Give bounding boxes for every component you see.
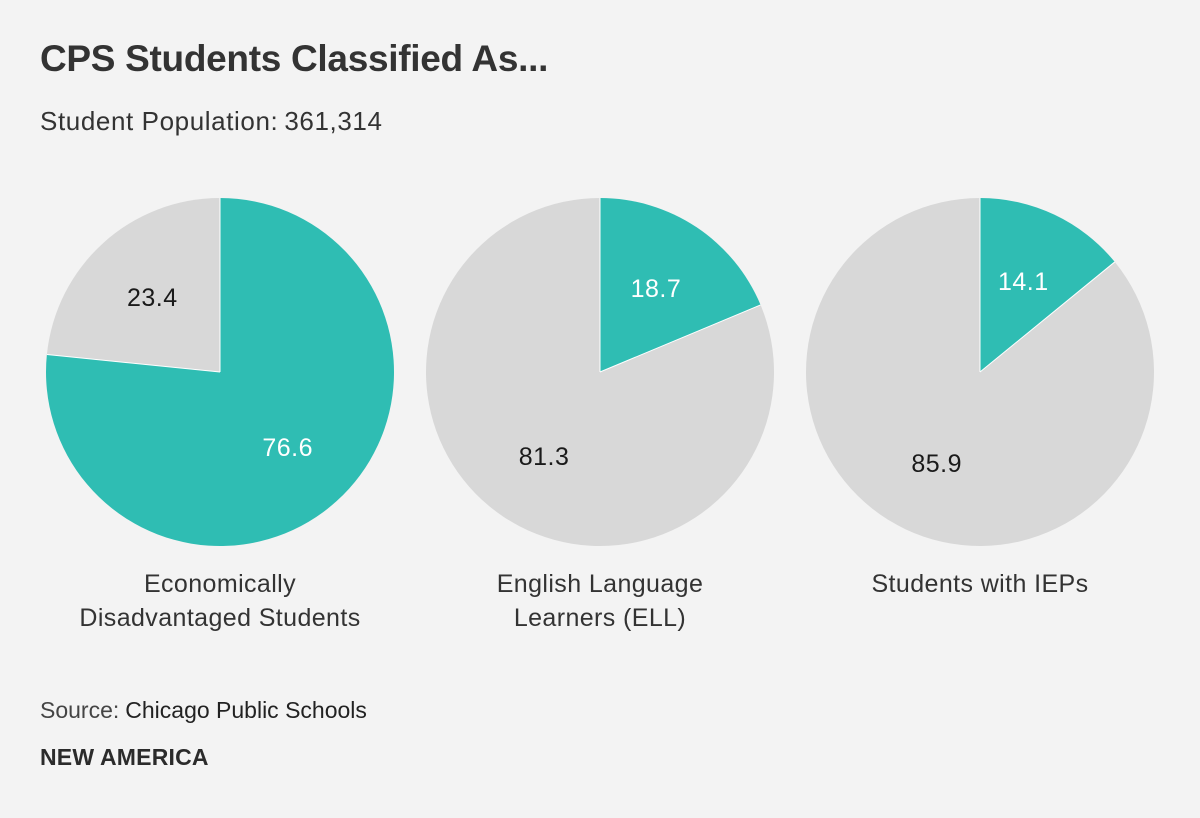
pie-slice-highlight (980, 198, 1115, 372)
pie-slice-divider (46, 354, 221, 373)
pie-label-highlight: 76.6 (262, 434, 313, 462)
caption-line: Learners (ELL) (513, 604, 687, 632)
caption-line: English Language (496, 570, 704, 598)
student-population-value: 361,314 (284, 106, 383, 136)
pie-label-remainder: 85.9 (911, 450, 962, 478)
pie-caption-students-with-ieps: Students with IEPs (800, 567, 1160, 601)
source-note: Source: Chicago Public Schools (40, 697, 367, 724)
pie-slice-divider (979, 261, 1116, 373)
chart-subtitle: Student Population: 361,314 (40, 106, 383, 137)
pie-slice-divider (599, 304, 761, 373)
pie-students-with-ieps: 14.1 85.9 (805, 198, 1154, 546)
chart-title: CPS Students Classified As... (40, 38, 549, 79)
pie-slice-remainder (46, 198, 220, 372)
source-value: Chicago Public Schools (125, 697, 367, 723)
brand-logo-text: NEW AMERICA (40, 744, 209, 770)
pie-slice-highlight (600, 198, 761, 372)
pie-label-remainder: 23.4 (127, 284, 178, 312)
pie-label-remainder: 81.3 (519, 443, 570, 471)
pie-caption-english-language-learners: English Language Learners (ELL) (420, 567, 780, 635)
pie-economically-disadvantaged: 76.6 23.4 (46, 198, 395, 546)
caption-line: Disadvantaged Students (79, 604, 361, 632)
caption-line: Students with IEPs (871, 570, 1089, 598)
pie-label-highlight: 14.1 (998, 268, 1049, 296)
caption-line: Economically (143, 570, 297, 598)
subtitle-label: Student Population: (40, 106, 279, 136)
pie-caption-economically-disadvantaged: Economically Disadvantaged Students (40, 567, 400, 635)
source-label: Source: (40, 697, 120, 723)
pie-label-highlight: 18.7 (631, 275, 682, 303)
pie-english-language-learners: 18.7 81.3 (426, 198, 775, 546)
